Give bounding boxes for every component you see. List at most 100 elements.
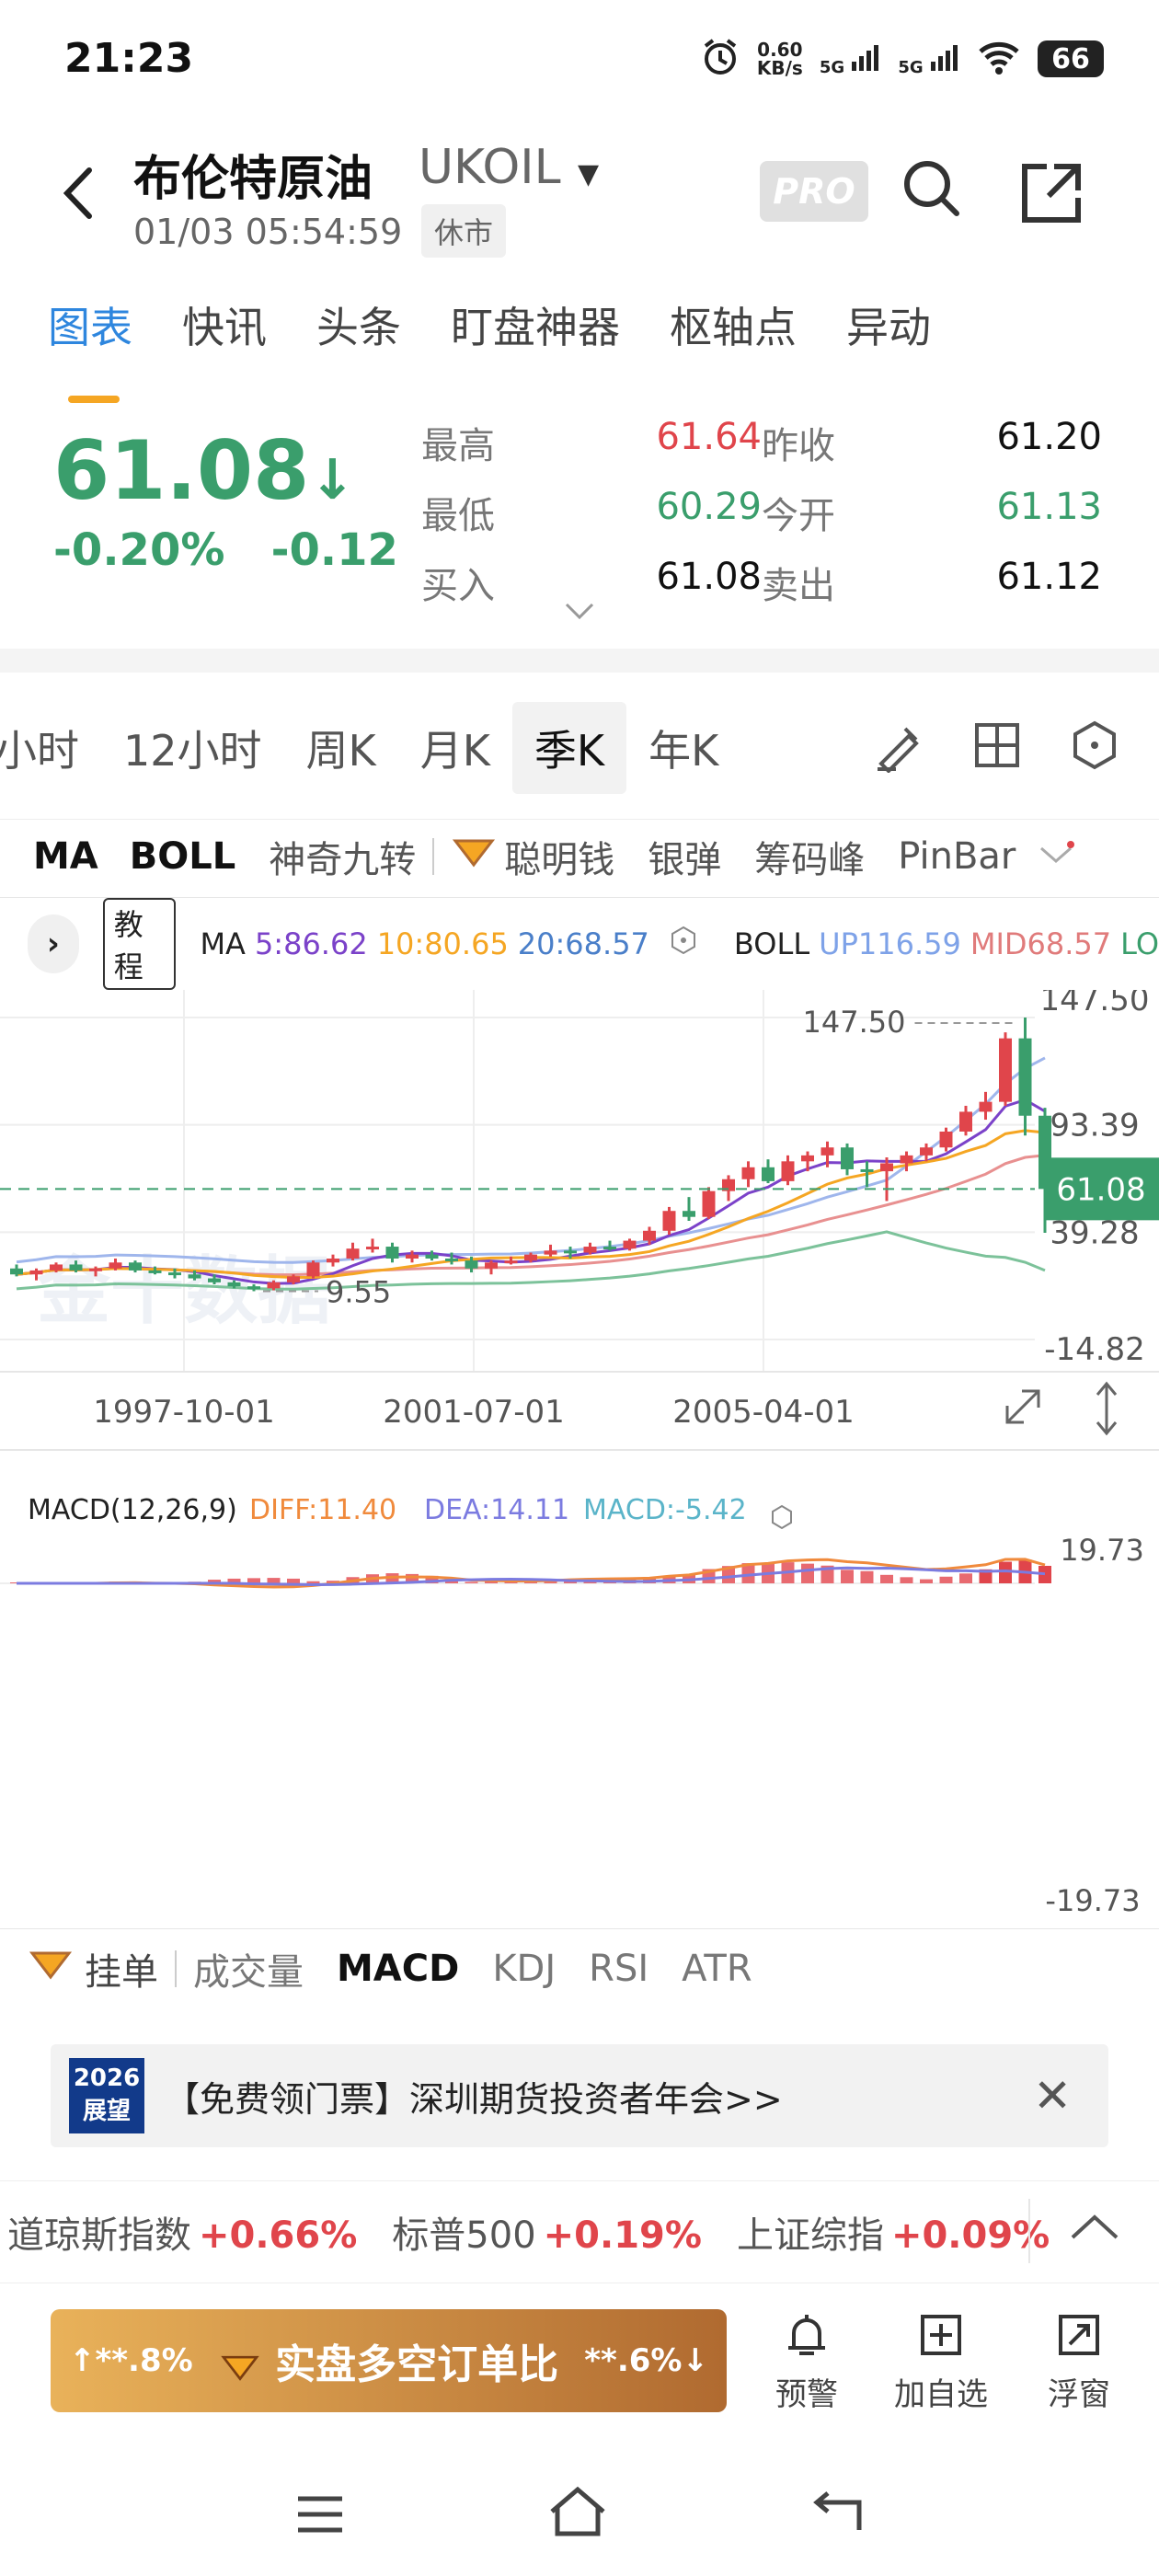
ticker-item[interactable]: 标普500 +0.19% xyxy=(392,2205,702,2259)
collapse-up-icon[interactable] xyxy=(1067,2208,1122,2248)
settings-hex-icon[interactable] xyxy=(1067,718,1122,776)
candle-body xyxy=(485,1262,498,1269)
home-icon[interactable] xyxy=(545,2484,611,2543)
macd-legend-3: MACD:-5.42 xyxy=(583,1494,747,1526)
tab-pivot[interactable]: 枢轴点 xyxy=(670,303,797,352)
macd-bar xyxy=(227,1578,241,1583)
ticker-item[interactable]: 道琼斯指数 +0.66% xyxy=(7,2205,357,2259)
period-3[interactable]: 月K xyxy=(419,725,490,776)
alert-button[interactable]: 预警 xyxy=(756,2309,857,2414)
candle-body xyxy=(445,1258,458,1261)
tab-monitor[interactable]: 盯盘神器 xyxy=(451,303,620,352)
ma-settings-icon[interactable] xyxy=(668,925,699,963)
candle-body xyxy=(267,1282,281,1289)
promo-text[interactable]: 【免费领门票】深圳期货投资者年会>> xyxy=(165,2078,783,2120)
tab-news-flash[interactable]: 快讯 xyxy=(182,303,267,352)
promo-logo: 2026 展望 xyxy=(69,2058,144,2133)
ma-legend-label: MA xyxy=(200,926,246,961)
chart-area[interactable]: › 教程 MA 5:86.62 10:80.65 20:68.57 BOLL U… xyxy=(0,897,1159,1929)
indicator-silver-bullet[interactable]: 银弹 xyxy=(648,839,722,881)
divider xyxy=(432,838,435,875)
search-icon[interactable] xyxy=(900,156,964,224)
indicator-smart-money[interactable]: 聪明钱 xyxy=(504,839,615,881)
divider xyxy=(1028,2199,1030,2263)
tab-chart[interactable]: 图表 xyxy=(48,294,132,403)
quote-value: 61.20 xyxy=(996,416,1102,458)
close-icon[interactable]: ✕ xyxy=(1033,2069,1072,2122)
quote-label: 今开 xyxy=(762,495,835,537)
period-5[interactable]: 年K xyxy=(648,725,719,776)
down-arrow-icon: ↓ xyxy=(309,448,356,512)
candle-body xyxy=(504,1260,518,1264)
long-short-ratio-button[interactable]: ↑**.8% 实盘多空订单比 **.6%↓ xyxy=(51,2309,727,2412)
candle-body xyxy=(29,1270,43,1275)
candle-body xyxy=(741,1167,755,1179)
indicator-boll[interactable]: BOLL xyxy=(129,835,236,878)
candle-body xyxy=(762,1167,775,1181)
candle-body xyxy=(920,1147,933,1156)
back-button[interactable] xyxy=(51,161,106,225)
float-window-icon xyxy=(1059,2315,1099,2355)
index-ticker[interactable]: 道琼斯指数 +0.66% 标普500 +0.19% 上证综指 +0.09% xyxy=(0,2180,1159,2283)
net-speed: 0.60 KB/s xyxy=(756,39,803,79)
caret-down-icon[interactable]: ▼ xyxy=(578,158,600,190)
period-2[interactable]: 周K xyxy=(305,725,376,776)
candle-body xyxy=(306,1262,320,1277)
period-4[interactable]: 季K xyxy=(511,701,627,794)
indicator-td9[interactable]: 神奇九转 xyxy=(269,839,417,881)
add-watchlist-button[interactable]: 加自选 xyxy=(890,2309,992,2414)
ticker-name: 上证综指 xyxy=(736,2214,884,2257)
candle-body xyxy=(939,1131,953,1148)
macd-bar xyxy=(841,1570,854,1583)
macd-bar xyxy=(979,1569,993,1583)
tab-macd[interactable]: MACD xyxy=(337,1948,460,1990)
fullscreen-icon xyxy=(1005,1389,1040,1424)
tab-movement[interactable]: 异动 xyxy=(846,303,931,352)
ticker-item[interactable]: 上证综指 +0.09% xyxy=(737,2205,1050,2259)
share-icon[interactable] xyxy=(1019,161,1084,229)
promo-banner[interactable]: 2026 展望 【免费领门票】深圳期货投资者年会>> ✕ xyxy=(51,2044,1108,2147)
more-chevron-icon[interactable] xyxy=(1038,835,1075,878)
tutorial-button[interactable]: 教程 xyxy=(102,898,177,990)
indicator-chip-peak[interactable]: 筹码峰 xyxy=(754,839,866,881)
pro-button[interactable]: PRO xyxy=(760,161,868,222)
back-nav-icon[interactable] xyxy=(809,2490,865,2539)
candle-body xyxy=(109,1262,122,1269)
last-price-tag xyxy=(1044,1157,1159,1221)
expand-legend-icon[interactable]: › xyxy=(28,914,79,973)
candle-body xyxy=(841,1147,854,1169)
menu-icon[interactable] xyxy=(293,2491,348,2541)
candle-body xyxy=(1018,1038,1032,1116)
candle-body xyxy=(860,1168,874,1172)
quote-value: 61.13 xyxy=(996,486,1102,528)
indicator-bar: MA BOLL 神奇九转 聪明钱 银弹 筹码峰 PinBar xyxy=(0,819,1159,893)
instrument-code[interactable]: UKOIL xyxy=(419,140,561,195)
period-0[interactable]: 小时 xyxy=(0,725,79,776)
draw-pen-icon[interactable] xyxy=(872,718,927,776)
indicator-ma[interactable]: MA xyxy=(33,835,98,878)
price-change: -0.20% -0.12 xyxy=(53,524,398,576)
quote-label: 最高 xyxy=(421,425,495,467)
max-price-label: 147.50 xyxy=(803,1005,906,1040)
plus-square-icon xyxy=(921,2315,961,2355)
tab-atr[interactable]: ATR xyxy=(682,1948,752,1990)
period-1[interactable]: 12小时 xyxy=(123,725,262,776)
x-tick-label: 2005-04-01 xyxy=(672,1394,855,1431)
ma10-value: 10:80.65 xyxy=(376,926,509,961)
quote-label: 买入 xyxy=(421,565,495,607)
tab-orders[interactable]: 挂单 xyxy=(85,1951,158,1994)
tab-headlines[interactable]: 头条 xyxy=(316,303,401,352)
tab-volume[interactable]: 成交量 xyxy=(193,1951,304,1994)
expand-chevron-icon[interactable] xyxy=(561,598,598,630)
indicator-pinbar[interactable]: PinBar xyxy=(898,835,1016,878)
tab-rsi[interactable]: RSI xyxy=(589,1948,649,1990)
candle-body xyxy=(425,1254,439,1259)
macd-bar xyxy=(900,1577,913,1583)
candle-body xyxy=(999,1038,1012,1102)
chart-tools xyxy=(872,718,1122,776)
macd-dea-line xyxy=(17,1566,1046,1587)
tab-kdj[interactable]: KDJ xyxy=(492,1948,557,1990)
layout-grid-icon[interactable] xyxy=(970,718,1025,776)
float-window-button[interactable]: 浮窗 xyxy=(1028,2309,1130,2414)
candlestick-chart[interactable]: 金十数据61.08147.5093.3939.28-14.82147.509.5… xyxy=(0,990,1159,1928)
